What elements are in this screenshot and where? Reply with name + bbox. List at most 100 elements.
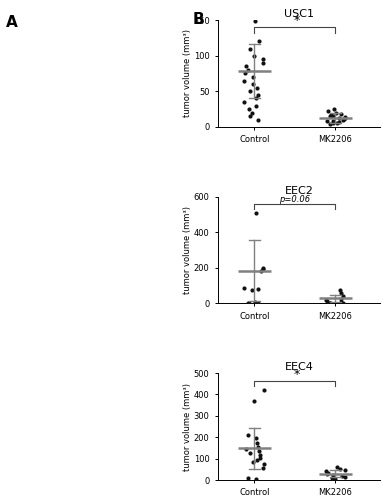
Point — [330, 112, 336, 120]
Point — [342, 113, 348, 121]
Text: A: A — [6, 15, 18, 30]
Point — [324, 297, 330, 305]
Point — [256, 38, 262, 46]
Point — [253, 94, 259, 102]
Point — [246, 105, 252, 113]
Point — [338, 110, 345, 118]
Point — [241, 284, 248, 292]
Point — [243, 445, 249, 453]
Point — [331, 105, 337, 113]
Point — [328, 111, 334, 119]
Point — [253, 102, 259, 110]
Point — [342, 466, 348, 474]
Point — [327, 120, 333, 128]
Point — [245, 299, 251, 307]
Point — [259, 264, 265, 272]
Point — [253, 434, 259, 442]
Point — [325, 468, 331, 476]
Point — [250, 73, 256, 81]
Point — [255, 285, 261, 293]
Point — [329, 474, 335, 482]
Point — [245, 431, 251, 439]
Point — [330, 116, 336, 124]
Point — [253, 208, 259, 216]
Point — [247, 112, 253, 120]
Y-axis label: tumor volume (mm³): tumor volume (mm³) — [183, 206, 192, 294]
Point — [336, 114, 342, 122]
Point — [341, 115, 347, 123]
Point — [338, 298, 344, 306]
Text: *: * — [290, 14, 300, 28]
Point — [327, 298, 333, 306]
Point — [254, 456, 260, 464]
Point — [258, 268, 264, 276]
Point — [337, 466, 343, 473]
Point — [243, 62, 249, 70]
Title: EEC2: EEC2 — [285, 186, 313, 196]
Y-axis label: tumor volume (mm³): tumor volume (mm³) — [183, 30, 192, 118]
Point — [324, 118, 330, 126]
Point — [249, 108, 256, 116]
Point — [340, 299, 346, 307]
Point — [327, 299, 333, 307]
Point — [253, 475, 259, 483]
Point — [340, 116, 346, 124]
Point — [251, 397, 257, 405]
Point — [333, 108, 340, 116]
Point — [339, 472, 345, 480]
Point — [255, 91, 261, 99]
Point — [333, 118, 340, 126]
Point — [247, 450, 253, 458]
Point — [323, 296, 329, 304]
Point — [254, 84, 261, 92]
Point — [325, 108, 331, 116]
Point — [252, 298, 258, 306]
Point — [251, 52, 257, 60]
Point — [250, 80, 256, 88]
Point — [245, 474, 251, 482]
Point — [342, 473, 348, 481]
Point — [340, 292, 346, 300]
Point — [323, 468, 329, 475]
Point — [332, 475, 338, 483]
Point — [249, 286, 255, 294]
Text: p=0.06: p=0.06 — [279, 194, 311, 203]
Y-axis label: tumor volume (mm³): tumor volume (mm³) — [183, 382, 192, 470]
Point — [334, 463, 340, 471]
Point — [257, 454, 264, 462]
Point — [250, 458, 256, 466]
Point — [338, 289, 345, 297]
Title: EEC4: EEC4 — [285, 362, 313, 372]
Point — [261, 460, 267, 468]
Point — [260, 59, 266, 67]
Point — [327, 112, 333, 120]
Point — [241, 76, 248, 84]
Point — [247, 44, 253, 52]
Point — [324, 470, 330, 478]
Point — [257, 452, 263, 460]
Point — [342, 114, 348, 122]
Point — [255, 116, 261, 124]
Point — [252, 18, 258, 25]
Point — [254, 438, 260, 446]
Point — [338, 295, 344, 303]
Point — [242, 70, 248, 78]
Text: *: * — [290, 368, 300, 380]
Point — [336, 118, 342, 126]
Point — [255, 443, 261, 451]
Point — [329, 120, 335, 128]
Point — [241, 98, 247, 106]
Point — [260, 264, 266, 272]
Text: B: B — [193, 12, 204, 28]
Point — [256, 447, 262, 455]
Point — [259, 55, 265, 63]
Point — [260, 464, 266, 472]
Point — [337, 286, 343, 294]
Point — [254, 298, 261, 306]
Point — [330, 470, 336, 478]
Title: USC1: USC1 — [284, 9, 314, 19]
Point — [261, 386, 267, 394]
Point — [246, 88, 253, 96]
Point — [245, 66, 251, 74]
Point — [246, 300, 253, 308]
